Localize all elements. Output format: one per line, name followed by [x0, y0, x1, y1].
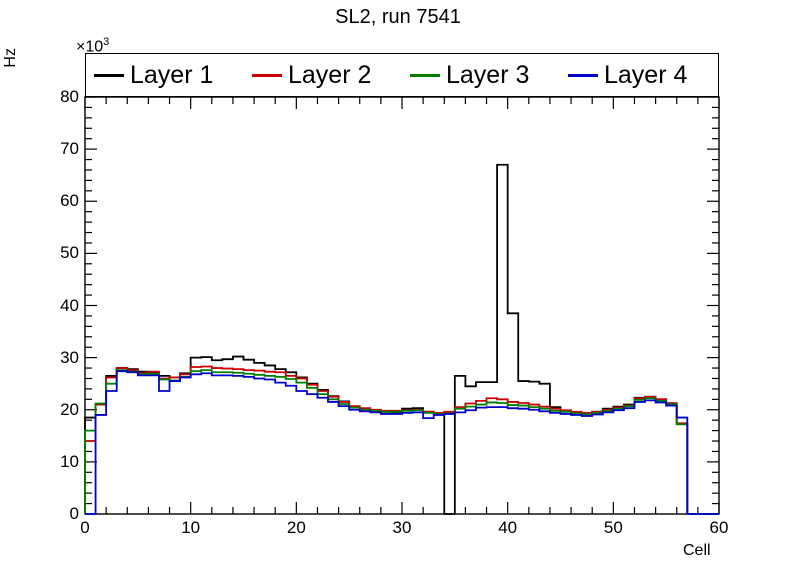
data-series-2 — [84, 365, 719, 515]
data-series-1 — [84, 163, 719, 515]
x-tick-label-text: 50 — [603, 518, 623, 537]
y-axis-exponent-power: 3 — [103, 36, 110, 48]
page-title: SL2, run 7541 — [335, 6, 461, 28]
y-tick-label-text: 10 — [60, 451, 79, 471]
x-tick-label-text: 10 — [181, 518, 201, 537]
legend: Layer 1 Layer 2 Layer 3 Layer 4 — [85, 53, 719, 97]
x-tick-label-text: 40 — [498, 518, 518, 537]
legend-entry-4[interactable]: Layer 4 — [560, 60, 718, 89]
y-tick-label-text: 30 — [60, 347, 79, 367]
legend-line-icon — [410, 73, 440, 77]
x-tick-label-text: 20 — [286, 518, 306, 537]
legend-entry-label: Layer 1 — [130, 60, 214, 89]
y-tick-label-text: 0 — [69, 504, 79, 523]
x-tick-label-text: 30 — [392, 518, 412, 537]
x-tick-label-text: 0 — [80, 518, 90, 537]
legend-line-icon — [252, 73, 282, 77]
y-tick-label-text: 20 — [60, 399, 79, 419]
y-axis-exponent: ×103 — [76, 36, 109, 56]
legend-entry-1[interactable]: Layer 1 — [86, 60, 244, 89]
x-tick-label-text: 60 — [709, 518, 729, 537]
legend-entry-label: Layer 3 — [446, 60, 530, 89]
data-series-4 — [85, 370, 719, 515]
plot-frame — [84, 96, 720, 515]
axis-frame — [84, 96, 720, 515]
y-axis-exponent-base: ×10 — [76, 38, 104, 56]
legend-line-icon — [568, 73, 598, 77]
legend-entry-3[interactable]: Layer 3 — [402, 60, 560, 89]
data-series-3 — [84, 369, 719, 515]
y-tick-label-text: 50 — [60, 243, 79, 263]
y-tick-label-text: 70 — [60, 139, 79, 159]
y-tick-label-text: 80 — [60, 87, 79, 106]
legend-line-icon — [94, 73, 124, 77]
x-axis-title: Cell — [683, 542, 711, 559]
y-tick-label-text: 60 — [60, 191, 79, 211]
axis-ticks — [84, 96, 720, 515]
legend-entry-label: Layer 2 — [288, 60, 372, 89]
y-tick-label-text: 40 — [60, 295, 79, 315]
legend-entry-2[interactable]: Layer 2 — [244, 60, 402, 89]
data-series-group — [84, 163, 719, 515]
legend-entry-label: Layer 4 — [604, 60, 688, 89]
